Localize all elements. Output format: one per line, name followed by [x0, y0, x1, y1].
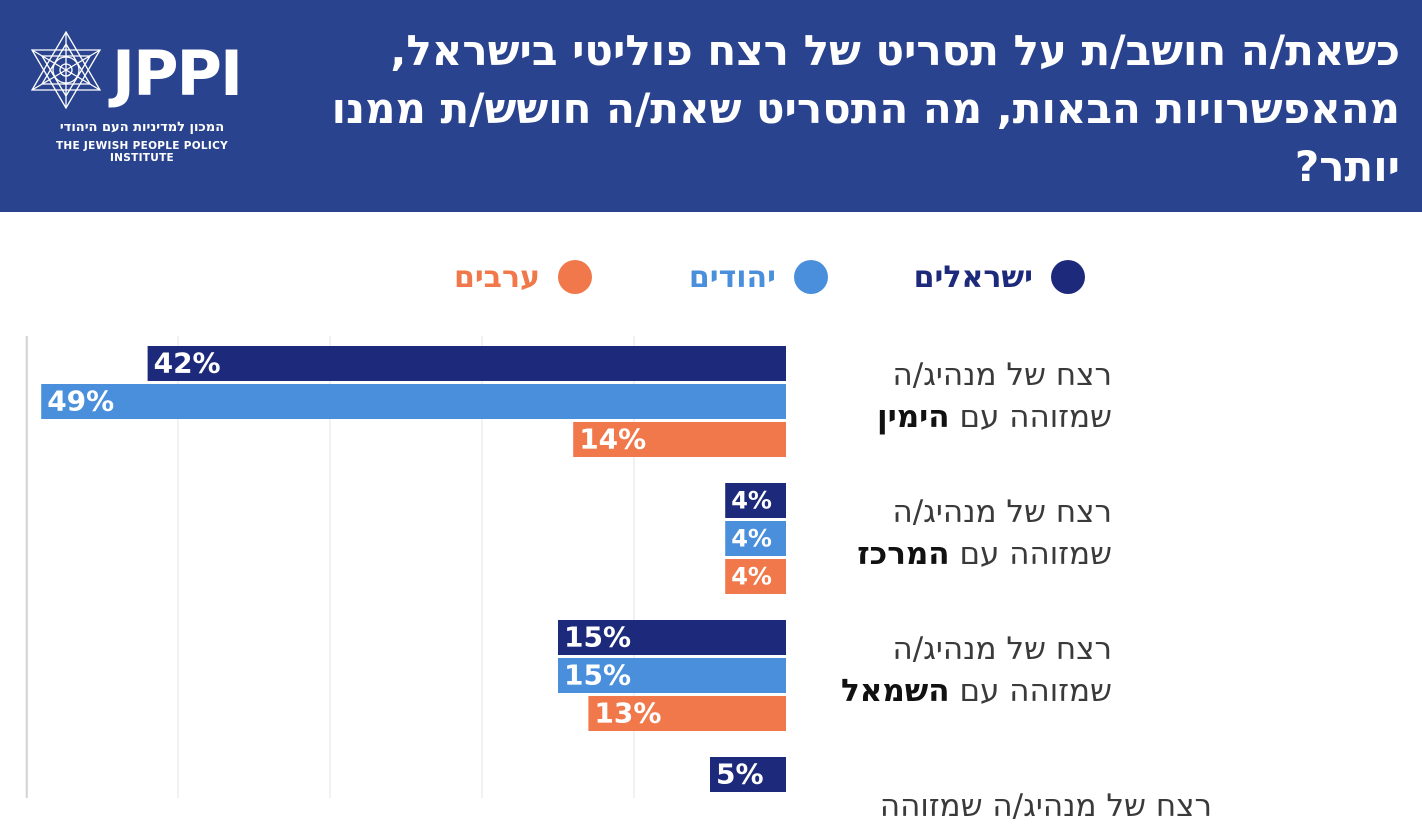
bar [573, 422, 786, 457]
legend-item: ערבים [454, 252, 592, 302]
header: JPPI המכון למדיניות העם היהודי THE JEWIS… [0, 0, 1422, 212]
legend-item: יהודים [689, 252, 828, 302]
logo-subtitle-hebrew: המכון למדיניות העם היהודי [59, 120, 225, 135]
legend-label: ישראלים [913, 259, 1033, 295]
category-label-line1: רצח של מנהיג/ה שמזוהה [879, 788, 1212, 824]
category-label-line2: שמזוהה עם הימין [876, 399, 1112, 435]
bar-value-label: 15% [564, 659, 631, 692]
category-label: רצח של מנהיג/ה שמזוהה [812, 785, 1212, 827]
category-label-line1: רצח של מנהיג/ה [892, 494, 1112, 530]
legend-color-swatch [1051, 260, 1085, 294]
bar [558, 658, 786, 693]
star-of-david-icon [30, 30, 102, 110]
bar-value-label: 49% [47, 385, 114, 418]
logo-subtitle-english: THE JEWISH PEOPLE POLICY INSTITUTE [55, 140, 229, 164]
bar-value-label: 14% [579, 423, 646, 456]
bar [725, 483, 786, 518]
legend-color-swatch [794, 260, 828, 294]
bar-value-label: 15% [564, 621, 631, 654]
legend-item: ישראלים [914, 252, 1085, 302]
bar [147, 346, 787, 381]
bar-value-label: 5% [716, 758, 764, 791]
legend-label: יהודים [688, 259, 776, 295]
category-label: רצח של מנהיג/ה שמזוהה עם הימין [812, 354, 1112, 438]
legend-color-swatch [558, 260, 592, 294]
bar [710, 757, 786, 792]
bar [588, 696, 786, 731]
category-label-line2: שמזוהה עם המרכז [857, 536, 1112, 572]
bar-value-label: 4% [731, 563, 772, 591]
chart-legend: ישראלים יהודים ערבים [0, 252, 1422, 302]
bar [725, 559, 786, 594]
logo-wordmark: JPPI [112, 37, 243, 110]
chart-title: כשאת/ה חושב/ת על תסריט של רצח פוליטי ביש… [331, 26, 1400, 191]
bar-value-label: 4% [731, 487, 772, 515]
bar [725, 521, 786, 556]
jppi-logo: JPPI המכון למדיניות העם היהודי THE JEWIS… [28, 30, 268, 164]
bar-value-label: 42% [154, 347, 221, 380]
bar [41, 384, 786, 419]
bar-value-label: 4% [731, 525, 772, 553]
category-label-line1: רצח של מנהיג/ה [892, 631, 1112, 667]
category-label: רצח של מנהיג/ה שמזוהה עם השמאל [812, 628, 1112, 712]
bar-chart: 42% 49% 14% 4% 4% 4% 15% 15% 13% 5% [25, 336, 787, 798]
category-label-line1: רצח של מנהיג/ה [892, 357, 1112, 393]
category-label-line2: שמזוהה עם השמאל [841, 673, 1112, 709]
legend-label: ערבים [453, 259, 540, 295]
bar [558, 620, 786, 655]
bar-value-label: 13% [594, 697, 661, 730]
category-label: רצח של מנהיג/ה שמזוהה עם המרכז [812, 491, 1112, 575]
